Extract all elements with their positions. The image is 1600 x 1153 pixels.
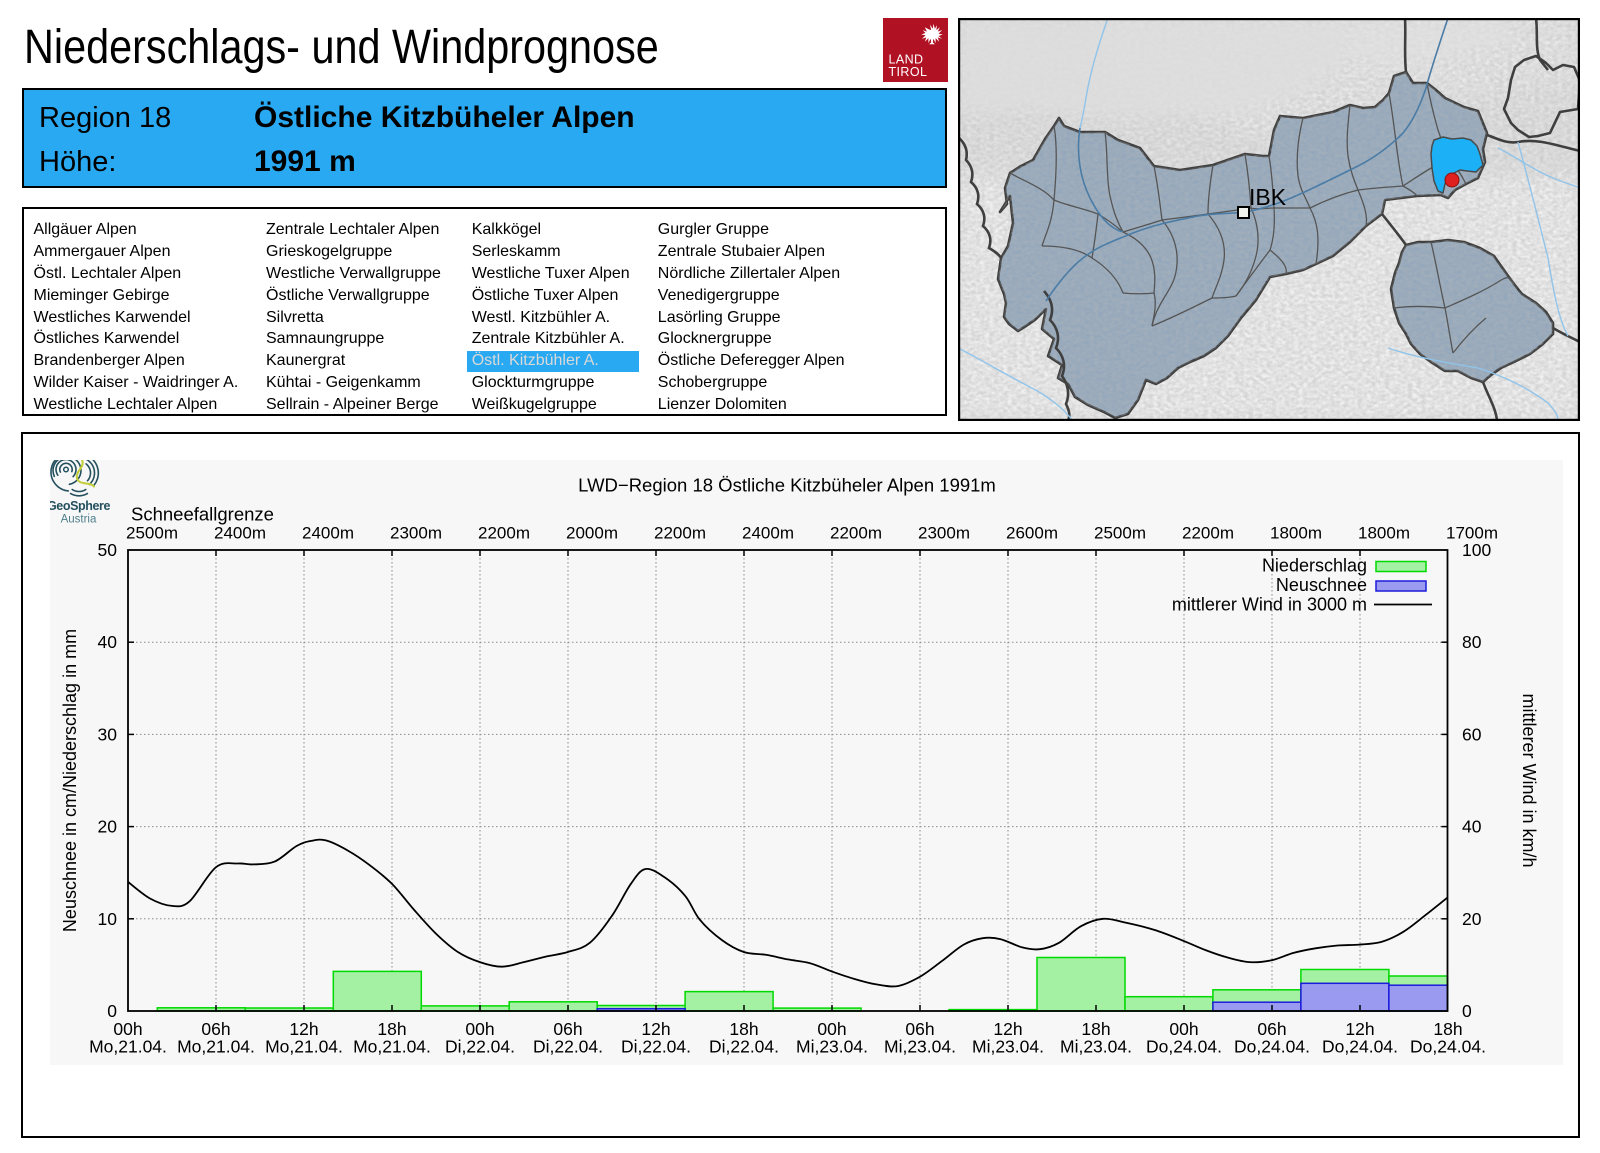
- svg-text:1800m: 1800m: [1270, 524, 1322, 543]
- svg-text:06h: 06h: [201, 1019, 230, 1039]
- svg-text:18h: 18h: [729, 1019, 758, 1039]
- svg-text:50: 50: [98, 540, 118, 560]
- svg-text:18h: 18h: [1433, 1019, 1462, 1039]
- svg-text:IBK: IBK: [1249, 184, 1287, 210]
- svg-text:40: 40: [98, 632, 118, 652]
- svg-text:2400m: 2400m: [742, 524, 794, 543]
- svg-text:Mi,23.04.: Mi,23.04.: [884, 1037, 956, 1057]
- svg-text:LAND: LAND: [889, 52, 924, 66]
- svg-text:Austria: Austria: [61, 514, 97, 526]
- svg-text:Mo,21.04.: Mo,21.04.: [89, 1037, 167, 1057]
- svg-text:12h: 12h: [289, 1019, 318, 1039]
- svg-text:Di,22.04.: Di,22.04.: [709, 1037, 779, 1057]
- svg-text:2200m: 2200m: [830, 524, 882, 543]
- svg-text:2200m: 2200m: [478, 524, 530, 543]
- svg-text:12h: 12h: [993, 1019, 1022, 1039]
- svg-text:mittlerer Wind in km/h: mittlerer Wind in km/h: [1519, 693, 1539, 867]
- svg-text:Mo,21.04.: Mo,21.04.: [353, 1037, 431, 1057]
- svg-text:06h: 06h: [905, 1019, 934, 1039]
- svg-text:1700m: 1700m: [1446, 524, 1498, 543]
- svg-text:2400m: 2400m: [302, 524, 354, 543]
- svg-text:12h: 12h: [1345, 1019, 1374, 1039]
- svg-text:0: 0: [1462, 1001, 1472, 1021]
- svg-text:2600m: 2600m: [1006, 524, 1058, 543]
- svg-text:Do,24.04.: Do,24.04.: [1410, 1037, 1486, 1057]
- svg-text:Mi,23.04.: Mi,23.04.: [972, 1037, 1044, 1057]
- svg-text:LWD−Region 18 Östliche Kitzbüh: LWD−Region 18 Östliche Kitzbüheler Alpen…: [578, 475, 996, 496]
- svg-text:18h: 18h: [1081, 1019, 1110, 1039]
- svg-text:Neuschnee in cm/Niederschlag i: Neuschnee in cm/Niederschlag in mm: [60, 629, 80, 932]
- svg-text:18h: 18h: [377, 1019, 406, 1039]
- svg-text:Mo,21.04.: Mo,21.04.: [265, 1037, 343, 1057]
- svg-text:1800m: 1800m: [1358, 524, 1410, 543]
- svg-text:2200m: 2200m: [1182, 524, 1234, 543]
- svg-text:Do,24.04.: Do,24.04.: [1234, 1037, 1310, 1057]
- svg-text:Do,24.04.: Do,24.04.: [1146, 1037, 1222, 1057]
- svg-text:80: 80: [1462, 632, 1482, 652]
- svg-text:2000m: 2000m: [566, 524, 618, 543]
- svg-text:2300m: 2300m: [390, 524, 442, 543]
- svg-text:Mo,21.04.: Mo,21.04.: [177, 1037, 255, 1057]
- svg-text:Neuschnee: Neuschnee: [1276, 575, 1367, 595]
- svg-text:2300m: 2300m: [918, 524, 970, 543]
- svg-text:Niederschlag: Niederschlag: [1262, 556, 1367, 576]
- svg-text:Mi,23.04.: Mi,23.04.: [796, 1037, 868, 1057]
- svg-text:Do,24.04.: Do,24.04.: [1322, 1037, 1398, 1057]
- svg-text:mittlerer Wind in 3000 m: mittlerer Wind in 3000 m: [1172, 595, 1367, 615]
- svg-text:20: 20: [98, 817, 118, 837]
- svg-text:2500m: 2500m: [126, 524, 178, 543]
- svg-text:12h: 12h: [641, 1019, 670, 1039]
- svg-text:2400m: 2400m: [214, 524, 266, 543]
- svg-text:30: 30: [98, 724, 118, 744]
- svg-text:60: 60: [1462, 724, 1482, 744]
- svg-text:20: 20: [1462, 909, 1482, 929]
- svg-text:Mi,23.04.: Mi,23.04.: [1060, 1037, 1132, 1057]
- svg-text:Schneefallgrenze: Schneefallgrenze: [131, 504, 274, 525]
- svg-text:Di,22.04.: Di,22.04.: [621, 1037, 691, 1057]
- svg-text:TIROL: TIROL: [889, 65, 928, 79]
- svg-text:Di,22.04.: Di,22.04.: [533, 1037, 603, 1057]
- svg-text:00h: 00h: [817, 1019, 846, 1039]
- svg-text:100: 100: [1462, 540, 1491, 560]
- svg-text:40: 40: [1462, 817, 1482, 837]
- svg-text:GeoSphere: GeoSphere: [50, 499, 110, 513]
- svg-text:06h: 06h: [553, 1019, 582, 1039]
- svg-text:00h: 00h: [465, 1019, 494, 1039]
- svg-text:Di,22.04.: Di,22.04.: [445, 1037, 515, 1057]
- svg-text:2500m: 2500m: [1094, 524, 1146, 543]
- svg-text:10: 10: [98, 909, 118, 929]
- svg-text:00h: 00h: [1169, 1019, 1198, 1039]
- svg-text:2200m: 2200m: [654, 524, 706, 543]
- svg-text:00h: 00h: [113, 1019, 142, 1039]
- svg-text:06h: 06h: [1257, 1019, 1286, 1039]
- svg-text:0: 0: [107, 1001, 117, 1021]
